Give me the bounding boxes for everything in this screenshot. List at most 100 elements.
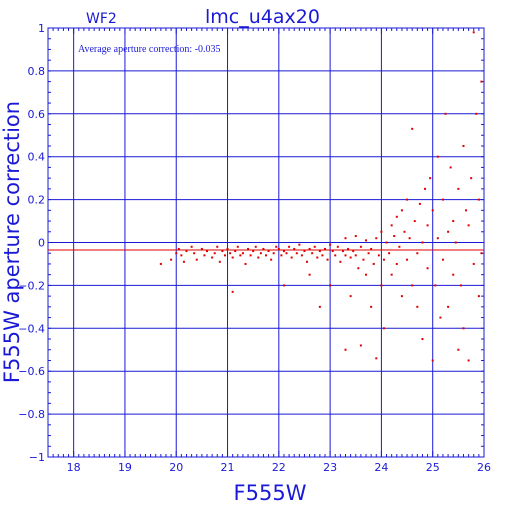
data-point bbox=[270, 258, 273, 261]
data-point bbox=[421, 338, 424, 341]
data-point bbox=[406, 258, 409, 261]
data-point bbox=[380, 284, 383, 287]
data-point bbox=[413, 220, 416, 223]
data-point bbox=[354, 235, 357, 238]
data-point bbox=[313, 245, 316, 248]
data-point bbox=[236, 245, 239, 248]
data-point bbox=[436, 237, 439, 240]
data-point bbox=[300, 254, 303, 257]
data-point bbox=[416, 252, 419, 255]
data-point bbox=[339, 260, 342, 263]
x-tick-label: 20 bbox=[169, 461, 183, 474]
data-point bbox=[282, 284, 285, 287]
data-point bbox=[347, 247, 350, 250]
data-point bbox=[411, 284, 414, 287]
data-point bbox=[362, 258, 365, 261]
y-tick-label: 0.6 bbox=[28, 108, 46, 121]
y-tick-label: −1 bbox=[29, 451, 45, 464]
data-point bbox=[470, 177, 473, 180]
data-point bbox=[288, 245, 291, 248]
data-point bbox=[467, 224, 470, 227]
data-point bbox=[341, 250, 344, 253]
data-point bbox=[249, 254, 252, 257]
data-point bbox=[465, 209, 468, 212]
data-point bbox=[239, 254, 242, 257]
data-point bbox=[265, 254, 267, 257]
data-point bbox=[449, 166, 452, 169]
data-point bbox=[467, 359, 470, 362]
data-point bbox=[298, 243, 301, 246]
data-point bbox=[400, 295, 403, 298]
data-point bbox=[190, 245, 193, 248]
data-point bbox=[403, 230, 406, 233]
data-point bbox=[395, 262, 398, 265]
data-point bbox=[457, 187, 460, 190]
data-point bbox=[477, 198, 480, 201]
data-point bbox=[357, 267, 360, 270]
data-point bbox=[280, 254, 283, 257]
data-point bbox=[226, 247, 229, 250]
data-point bbox=[472, 262, 475, 265]
data-point bbox=[370, 247, 373, 250]
data-point bbox=[344, 237, 347, 240]
data-point bbox=[290, 256, 293, 259]
data-point bbox=[359, 245, 362, 248]
chart-title: lmc_u4ax20 bbox=[205, 6, 320, 28]
data-point bbox=[303, 250, 306, 253]
data-point bbox=[321, 254, 324, 257]
data-points bbox=[159, 31, 483, 362]
data-point bbox=[213, 252, 216, 255]
data-point bbox=[400, 209, 403, 212]
data-point bbox=[477, 295, 480, 298]
y-tick-label: 1 bbox=[38, 22, 45, 35]
x-tick-label: 22 bbox=[272, 461, 286, 474]
data-point bbox=[272, 252, 275, 255]
plot-frame bbox=[47, 27, 485, 458]
data-point bbox=[454, 241, 457, 244]
data-point bbox=[452, 273, 455, 276]
data-point bbox=[244, 262, 247, 265]
data-point bbox=[439, 316, 442, 319]
data-point bbox=[480, 252, 483, 255]
data-point bbox=[429, 177, 432, 180]
data-point bbox=[462, 144, 465, 147]
data-point bbox=[223, 254, 226, 257]
annotation-text: Average aperture correction: -0.035 bbox=[78, 44, 221, 55]
data-point bbox=[257, 256, 260, 259]
data-point bbox=[390, 273, 393, 276]
data-point bbox=[295, 252, 298, 255]
data-point bbox=[334, 254, 337, 257]
data-point bbox=[344, 254, 347, 257]
x-tick-label: 21 bbox=[221, 461, 235, 474]
data-point bbox=[267, 250, 270, 253]
data-point bbox=[285, 252, 288, 255]
data-point bbox=[247, 247, 250, 250]
data-point bbox=[370, 305, 373, 308]
panel-label: WF2 bbox=[86, 11, 117, 27]
data-point bbox=[377, 254, 380, 257]
data-point bbox=[252, 250, 255, 253]
data-point bbox=[234, 250, 237, 253]
data-point bbox=[229, 252, 232, 255]
data-point bbox=[406, 198, 409, 201]
data-point bbox=[411, 127, 414, 130]
data-point bbox=[159, 262, 162, 265]
data-point bbox=[480, 80, 483, 83]
data-point bbox=[382, 327, 385, 330]
data-point bbox=[308, 247, 311, 250]
data-point bbox=[395, 215, 398, 218]
data-point bbox=[241, 252, 244, 255]
data-point bbox=[418, 202, 421, 205]
data-point bbox=[375, 357, 378, 360]
y-tick-label: 0 bbox=[38, 237, 45, 250]
data-point bbox=[365, 239, 368, 242]
x-tick-labels: 18 19 20 21 22 23 24 25 26 bbox=[67, 461, 491, 474]
data-point bbox=[349, 256, 352, 259]
data-point bbox=[331, 250, 334, 253]
data-point bbox=[447, 230, 450, 233]
x-tick-label: 25 bbox=[426, 461, 440, 474]
data-point bbox=[390, 224, 393, 227]
data-point bbox=[382, 258, 385, 261]
data-point bbox=[180, 254, 183, 257]
data-point bbox=[421, 241, 424, 244]
